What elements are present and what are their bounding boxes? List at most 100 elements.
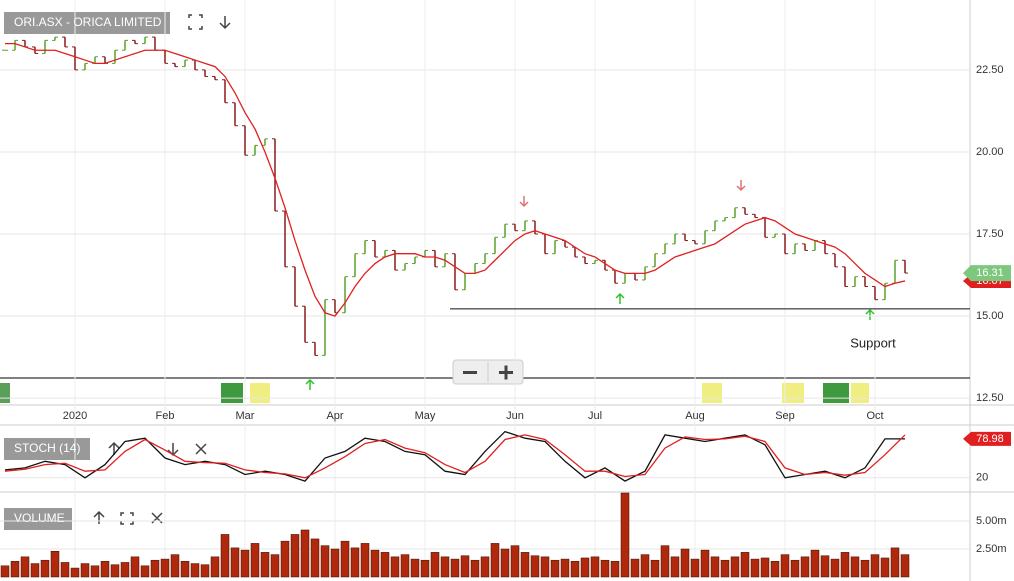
- event-icon[interactable]: [823, 383, 849, 403]
- volume-bar: [830, 558, 840, 578]
- volume-bar: [750, 558, 760, 578]
- price-bar: [552, 240, 558, 255]
- volume-bar: [70, 567, 80, 578]
- volume-bar: [80, 563, 90, 578]
- price-bar: [62, 36, 68, 48]
- volume-bar: [620, 492, 630, 578]
- volume-bar: [560, 558, 570, 578]
- volume-bar: [200, 564, 210, 578]
- price-bar: [242, 125, 248, 156]
- volume-bar: [140, 565, 150, 578]
- price-bar: [122, 39, 128, 51]
- volume-bar: [410, 558, 420, 578]
- x-tick-label: Oct: [866, 410, 883, 422]
- price-bar: [72, 46, 78, 71]
- volume-bar: [220, 534, 230, 578]
- volume-bar: [10, 561, 20, 578]
- price-bar: [702, 230, 708, 245]
- volume-bar: [290, 534, 300, 578]
- price-bar: [842, 266, 848, 288]
- event-icon[interactable]: [221, 383, 243, 403]
- volume-bar: [810, 549, 820, 578]
- price-bar: [722, 217, 728, 222]
- volume-bar: [660, 545, 670, 578]
- zoom-in[interactable]: [499, 365, 513, 380]
- volume-bar: [160, 558, 170, 578]
- event-icon[interactable]: [250, 383, 270, 403]
- volume-bar: [520, 552, 530, 578]
- volume-bar: [90, 565, 100, 578]
- volume-bar: [460, 555, 470, 578]
- volume-bar: [450, 558, 460, 578]
- volume-bar: [340, 540, 350, 578]
- price-bar: [852, 276, 858, 288]
- volume-bar: [110, 564, 120, 578]
- volume-bar: [600, 559, 610, 578]
- price-bar: [902, 259, 908, 274]
- volume-bar: [490, 543, 500, 578]
- volume-bar: [360, 543, 370, 578]
- price-bar: [752, 213, 758, 219]
- price-bar: [732, 207, 738, 219]
- event-icon[interactable]: [702, 383, 722, 403]
- price-bar: [82, 62, 88, 71]
- event-icon[interactable]: [0, 383, 10, 403]
- title-box: [4, 438, 90, 460]
- price-bar: [872, 286, 878, 301]
- volume-bar: [150, 559, 160, 578]
- price-bar: [282, 210, 288, 268]
- volume-bar: [710, 556, 720, 578]
- move-down-icon[interactable]: [219, 16, 231, 30]
- price-bar: [502, 223, 508, 238]
- volume-bar: [210, 556, 220, 578]
- x-tick-label: Sep: [775, 410, 795, 422]
- volume-bar: [760, 557, 770, 578]
- up-arrow: [865, 308, 875, 320]
- event-icon[interactable]: [851, 383, 869, 403]
- volume-bar: [670, 556, 680, 578]
- price-bar: [682, 233, 688, 242]
- volume-bar: [650, 559, 660, 578]
- volume-bar: [880, 557, 890, 578]
- price-bar: [272, 138, 278, 212]
- up-arrow: [305, 378, 315, 390]
- volume-bar: [840, 552, 850, 578]
- y-tick-label: 5.00m: [976, 515, 1007, 527]
- volume-bar: [780, 554, 790, 578]
- price-bar: [602, 259, 608, 271]
- volume-bar: [420, 559, 430, 578]
- panel-icons[interactable]: [93, 510, 163, 525]
- price-bar: [412, 256, 418, 265]
- volume-bar: [180, 561, 190, 578]
- price-bar: [212, 75, 218, 81]
- zoom-out[interactable]: [463, 371, 477, 374]
- price-bar: [452, 253, 458, 291]
- volume-bar: [350, 547, 360, 578]
- volume-bar: [630, 558, 640, 578]
- volume-bar: [870, 554, 880, 578]
- x-tick-label: May: [415, 410, 436, 422]
- price-bar: [142, 36, 148, 45]
- price-bar: [822, 240, 828, 255]
- y-tick-label: 2.50m: [976, 543, 1007, 555]
- price-bar: [582, 256, 588, 265]
- volume-bar: [900, 554, 910, 578]
- down-arrow: [519, 196, 529, 208]
- volume-bar: [690, 558, 700, 578]
- down-arrow: [736, 180, 746, 192]
- stoch-value-label: 78.98: [976, 433, 1004, 445]
- volume-bar: [470, 559, 480, 578]
- price-bar: [512, 223, 518, 232]
- volume-bar: [530, 555, 540, 578]
- volume-bar: [390, 556, 400, 578]
- signal-arrows: [305, 180, 875, 390]
- maximize-icon[interactable]: [188, 14, 203, 30]
- price-bar: [492, 236, 498, 255]
- y-tick-label: 17.50: [976, 228, 1004, 240]
- y-tick-label: 22.50: [976, 64, 1004, 76]
- x-tick-label: Apr: [326, 410, 343, 422]
- volume-bar: [310, 538, 320, 578]
- volume-bar: [820, 555, 830, 578]
